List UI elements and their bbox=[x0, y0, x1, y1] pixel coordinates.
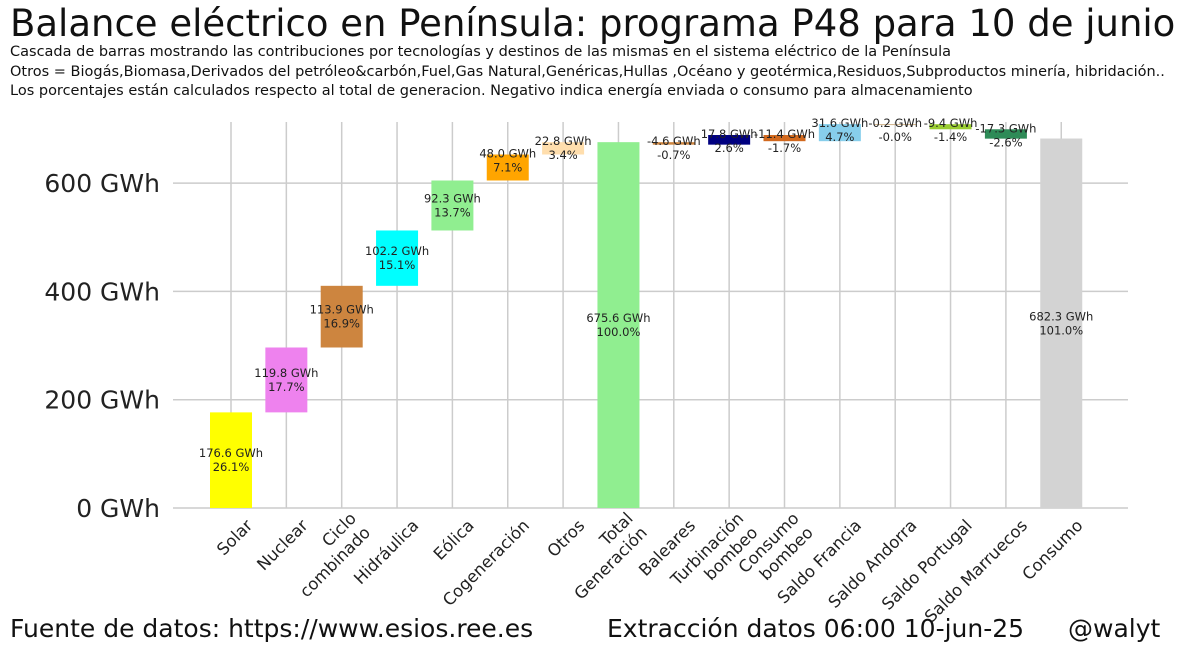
x-tick-label: Saldo Marruecos bbox=[921, 516, 1031, 626]
bar-8 bbox=[652, 142, 695, 145]
bar-percent-label: 15.1% bbox=[379, 258, 416, 272]
x-tick-label-line: Solar bbox=[213, 516, 256, 559]
bar-value-label: -4.6 GWh bbox=[647, 134, 701, 148]
x-tick-label-line: Otros bbox=[543, 516, 588, 561]
bar-value-label: -0.2 GWh bbox=[868, 116, 922, 130]
y-tick-label: 600 GWh bbox=[44, 169, 160, 198]
x-tick-label: Nuclear bbox=[253, 516, 311, 574]
bar-value-label: 119.8 GWh bbox=[254, 366, 318, 380]
chart-subtitle-1: Cascada de barras mostrando las contribu… bbox=[10, 44, 951, 60]
bar-percent-label: 17.7% bbox=[268, 380, 305, 394]
bar-value-label: 31.6 GWh bbox=[811, 116, 868, 130]
x-tick-label-line: Saldo Marruecos bbox=[921, 516, 1031, 626]
x-tick-label: Consumo bbox=[1018, 516, 1086, 584]
bar-value-label: -11.4 GWh bbox=[754, 127, 815, 141]
bar-14 bbox=[984, 129, 1027, 139]
bar-percent-label: 3.4% bbox=[548, 148, 577, 162]
bar-value-label: 22.8 GWh bbox=[535, 134, 592, 148]
x-tick-label-line: Eólica bbox=[430, 516, 478, 564]
bar-5 bbox=[486, 154, 529, 181]
bar-13 bbox=[929, 124, 972, 130]
x-tick-label: Otros bbox=[543, 516, 588, 561]
bar-percent-label: -0.0% bbox=[879, 130, 912, 144]
x-tick-label-line: Nuclear bbox=[253, 516, 311, 574]
bar-value-label: -9.4 GWh bbox=[924, 116, 978, 130]
extraction-note: Extracción datos 06:00 10-jun-25 bbox=[607, 614, 1025, 643]
chart-subtitle-3: Los porcentajes están calculados respect… bbox=[10, 83, 973, 99]
bar-percent-label: 13.7% bbox=[434, 205, 471, 219]
bar-0 bbox=[210, 412, 252, 508]
bar-value-label: 48.0 GWh bbox=[479, 147, 536, 161]
bar-4 bbox=[431, 180, 474, 231]
bar-percent-label: 100.0% bbox=[597, 325, 641, 339]
bar-value-label: 176.6 GWh bbox=[199, 446, 263, 460]
bar-percent-label: 2.6% bbox=[715, 141, 744, 155]
x-tick-label-line: Consumo bbox=[1018, 516, 1086, 584]
bar-10 bbox=[763, 135, 806, 142]
x-tick-label: Solar bbox=[213, 516, 256, 559]
bar-value-label: 92.3 GWh bbox=[424, 191, 481, 205]
bar-value-label: 675.6 GWh bbox=[586, 311, 650, 325]
bar-9 bbox=[708, 135, 751, 145]
bar-1 bbox=[265, 347, 308, 413]
chart-title: Balance eléctrico en Península: programa… bbox=[10, 2, 1176, 45]
bar-percent-label: 26.1% bbox=[213, 460, 250, 474]
bar-percent-label: 7.1% bbox=[493, 161, 522, 175]
bar-7 bbox=[597, 142, 640, 508]
bar-percent-label: 4.7% bbox=[825, 130, 854, 144]
bar-2 bbox=[320, 285, 363, 348]
bar-12 bbox=[874, 124, 917, 126]
y-tick-label: 200 GWh bbox=[44, 386, 160, 415]
source-note: Fuente de datos: https://www.esios.ree.e… bbox=[10, 614, 534, 643]
bar-percent-label: 16.9% bbox=[323, 317, 360, 331]
bar-value-label: 682.3 GWh bbox=[1029, 309, 1093, 323]
bar-11 bbox=[818, 124, 861, 142]
bar-6 bbox=[542, 142, 585, 155]
x-tick-label: Eólica bbox=[430, 516, 478, 564]
bar-15 bbox=[1040, 138, 1083, 508]
bar-percent-label: -1.7% bbox=[768, 141, 801, 155]
y-tick-label: 0 GWh bbox=[76, 494, 160, 523]
y-tick-label: 400 GWh bbox=[44, 277, 160, 306]
bar-value-label: 17.8 GWh bbox=[701, 127, 758, 141]
chart-subtitle-2: Otros = Biogás,Biomasa,Derivados del pet… bbox=[10, 64, 1165, 80]
bar-value-label: -17.3 GWh bbox=[975, 121, 1036, 135]
bar-value-label: 113.9 GWh bbox=[310, 303, 374, 317]
bar-value-label: 102.2 GWh bbox=[365, 244, 429, 258]
author-handle: @walyt bbox=[1068, 614, 1161, 643]
bar-percent-label: -1.4% bbox=[934, 130, 967, 144]
bar-3 bbox=[376, 230, 419, 286]
bar-percent-label: -2.6% bbox=[989, 135, 1022, 149]
bar-percent-label: 101.0% bbox=[1039, 323, 1083, 337]
bar-percent-label: -0.7% bbox=[657, 148, 690, 162]
